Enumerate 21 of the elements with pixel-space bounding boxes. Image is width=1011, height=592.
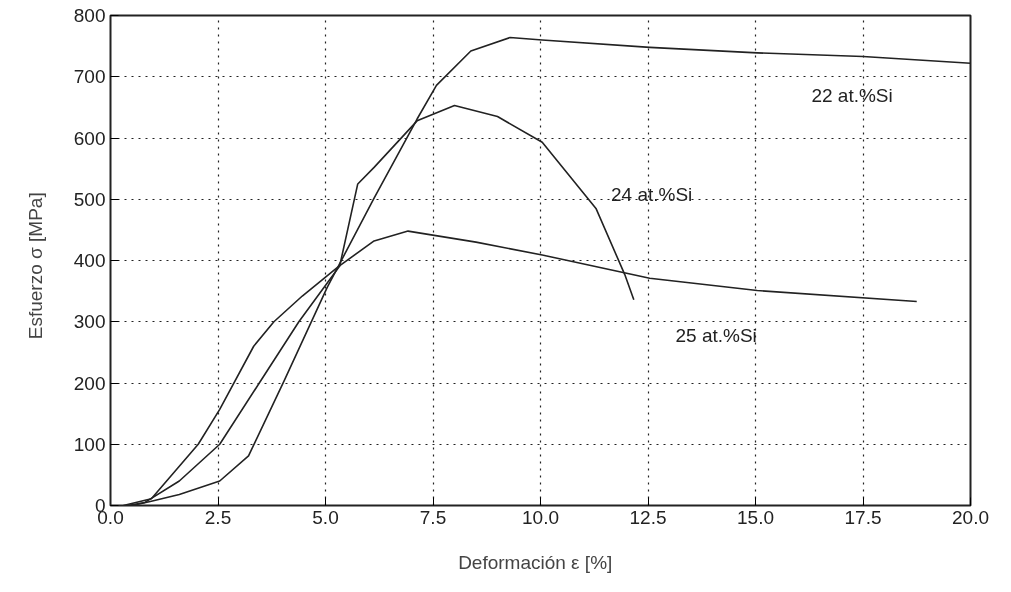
y-axis-title: Esfuerzo σ [MPa]	[24, 192, 46, 340]
y-tick-label: 300	[73, 311, 106, 333]
x-tick-label: 5.0	[312, 506, 339, 528]
x-axis-title: Deformación ε [%]	[458, 551, 613, 573]
y-tick-label: 100	[73, 433, 106, 455]
series-label: 25 at.%Si	[675, 324, 757, 346]
y-tick-label: 700	[73, 66, 106, 88]
x-tick-label: 2.5	[204, 506, 232, 528]
y-tick-label: 400	[73, 250, 106, 271]
series-label: 22 at.%Si	[811, 84, 893, 106]
x-tick-label: 12.5	[629, 506, 667, 528]
y-tick-label: 200	[73, 372, 106, 394]
x-tick-label: 17.5	[844, 506, 882, 528]
series-label: 24 at.%Si	[611, 184, 693, 206]
x-tick-label: 15.0	[737, 506, 774, 528]
x-tick-label: 7.5	[419, 506, 447, 528]
y-tick-label: 600	[73, 127, 106, 149]
x-tick-label: 10.0	[522, 506, 559, 528]
x-tick-label: 20.0	[952, 506, 989, 528]
y-tick-label: 800	[73, 5, 106, 26]
y-tick-label: 500	[73, 188, 106, 210]
